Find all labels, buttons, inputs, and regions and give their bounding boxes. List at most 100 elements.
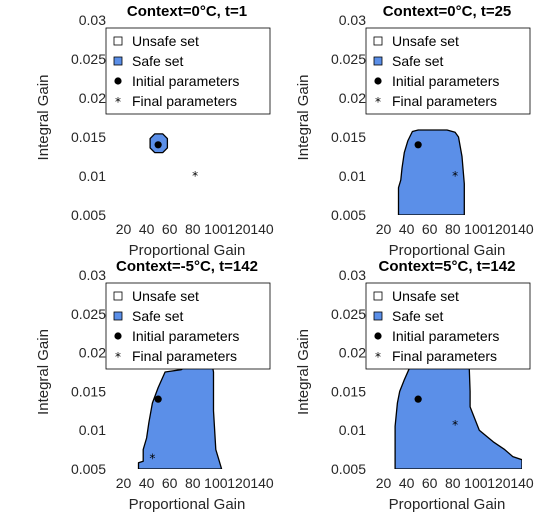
x-axis-label: Proportional Gain [389,242,506,259]
x-tick-label: 120 [487,221,511,237]
y-tick-label: 0.005 [71,207,106,223]
chart-panel-1: * Context=0°C, t=1 20 40 60 80 100 120 140 0.005 0… [35,3,274,259]
x-tick-label: 60 [162,221,178,237]
legend-label: Safe set [392,53,443,69]
legend: Unsafe set Safe set Initial parameters * Fin… [365,282,531,370]
x-tick-label: 140 [250,221,274,237]
x-tick-label: 40 [399,475,415,491]
x-tick-label: 80 [185,221,201,237]
y-tick-label: 0.005 [331,461,366,477]
legend-label: Unsafe set [392,33,459,49]
x-tick-label: 60 [422,475,438,491]
legend-swatch-safe [373,311,383,321]
legend-label: Safe set [392,308,443,324]
x-tick-label: 40 [139,221,155,237]
x-tick-label: 100 [464,475,488,491]
x-tick-label: 80 [445,475,461,491]
x-tick-label: 20 [116,221,132,237]
y-tick-label: 0.02 [339,345,366,361]
y-tick-label: 0.03 [79,12,106,28]
chart-panel-4: * Context=5°C, t=142 20 40 60 80 100 120 140 0.00… [295,258,534,513]
legend: Unsafe set Safe set Initial parameters * Fin… [105,282,271,370]
y-tick-label: 0.025 [331,51,366,67]
legend-box [365,282,531,370]
legend-marker-final: * [115,95,121,109]
x-tick-label: 140 [510,221,534,237]
legend-swatch-safe [373,56,383,66]
safe-region [394,355,522,469]
y-axis-label: Integral Gain [35,75,52,161]
x-tick-label: 60 [162,475,178,491]
legend-swatch-unsafe [373,36,383,46]
chart-title: Context=0°C, t=1 [127,3,247,20]
y-axis-label: Integral Gain [295,75,312,161]
legend-marker-final: * [115,350,121,364]
chart-panel-3: * Context=-5°C, t=142 20 40 60 80 100 120 140 0.0… [35,258,274,513]
y-tick-label: 0.015 [71,383,106,399]
legend-marker-initial [374,332,382,340]
final-parameters-point: * [452,418,458,432]
legend-marker-final: * [375,95,381,109]
legend-swatch-unsafe [373,291,383,301]
x-tick-label: 20 [116,475,132,491]
x-tick-label: 120 [227,475,251,491]
legend-box [105,27,271,115]
x-tick-label: 20 [376,475,392,491]
initial-parameters-point [414,395,422,403]
x-tick-label: 20 [376,221,392,237]
chart-panel-2: * Context=0°C, t=25 20 40 60 80 100 120 140 0.005… [295,3,534,259]
legend-swatch-unsafe [113,36,123,46]
legend-label: Initial parameters [392,73,499,89]
y-tick-label: 0.015 [331,383,366,399]
legend-swatch-unsafe [113,291,123,301]
y-tick-label: 0.025 [331,306,366,322]
x-tick-label: 100 [204,475,228,491]
legend-label: Final parameters [132,348,237,364]
legend-box [105,282,271,370]
y-tick-label: 0.01 [339,422,366,438]
legend-label: Final parameters [392,348,497,364]
legend-label: Unsafe set [132,288,199,304]
y-tick-label: 0.01 [79,168,106,184]
legend-swatch-safe [113,311,123,321]
initial-parameters-point [154,141,162,149]
legend-label: Initial parameters [132,73,239,89]
y-tick-label: 0.005 [71,461,106,477]
x-axis-label: Proportional Gain [129,242,246,259]
final-parameters-point: * [192,169,198,183]
y-tick-label: 0.03 [79,267,106,283]
legend-label: Unsafe set [132,33,199,49]
legend-box [365,27,531,115]
legend-label: Unsafe set [392,288,459,304]
x-tick-label: 40 [399,221,415,237]
final-parameters-point: * [149,451,155,465]
y-tick-label: 0.025 [71,51,106,67]
final-parameters-point: * [452,169,458,183]
chart-title: Context=0°C, t=25 [383,3,512,20]
x-tick-label: 100 [204,221,228,237]
x-tick-label: 100 [464,221,488,237]
y-tick-label: 0.02 [339,90,366,106]
x-tick-label: 120 [487,475,511,491]
x-tick-label: 120 [227,221,251,237]
initial-parameters-point [154,395,162,403]
legend: Unsafe set Safe set Initial parameters * Fin… [365,27,531,115]
x-tick-label: 140 [250,475,274,491]
legend-label: Safe set [132,308,183,324]
y-tick-label: 0.03 [339,267,366,283]
legend: Unsafe set Safe set Initial parameters * Fin… [105,27,271,115]
y-tick-label: 0.01 [79,422,106,438]
x-tick-label: 80 [185,475,201,491]
y-tick-label: 0.02 [79,90,106,106]
y-tick-label: 0.025 [71,306,106,322]
x-axis-label: Proportional Gain [129,496,246,513]
legend-marker-final: * [375,350,381,364]
initial-parameters-point [414,141,422,149]
legend-label: Final parameters [392,93,497,109]
legend-label: Initial parameters [132,328,239,344]
y-tick-label: 0.03 [339,12,366,28]
legend-marker-initial [114,332,122,340]
y-tick-label: 0.005 [331,207,366,223]
legend-label: Initial parameters [392,328,499,344]
